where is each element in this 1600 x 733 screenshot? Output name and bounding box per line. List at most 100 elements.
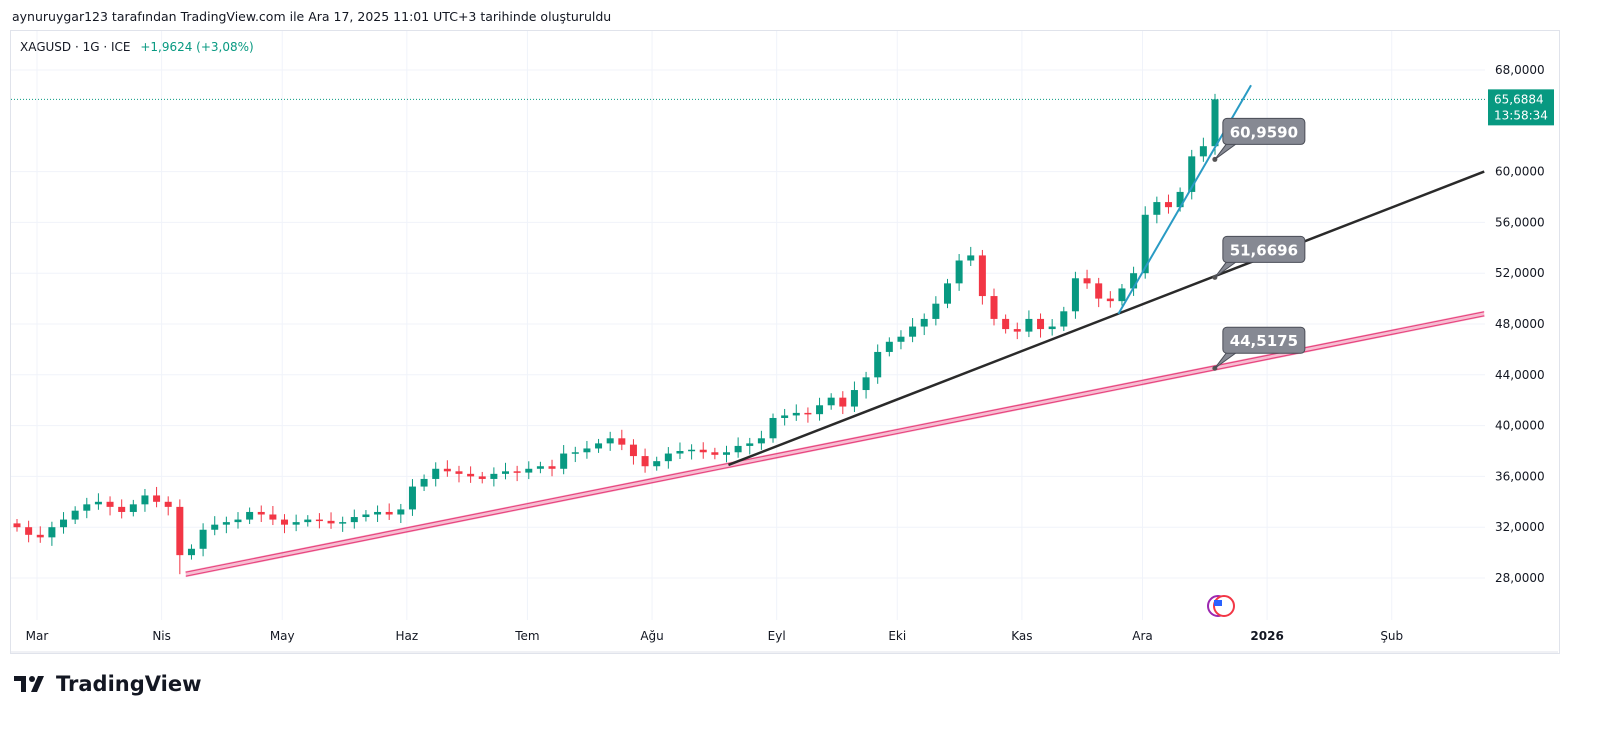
candle-body bbox=[641, 456, 649, 467]
candle-body bbox=[850, 390, 858, 407]
candle-body bbox=[1060, 311, 1068, 327]
candle-body bbox=[153, 495, 161, 502]
candle-body bbox=[746, 443, 754, 446]
candle-body bbox=[583, 448, 591, 453]
symbol-legend[interactable]: XAGUSD · 1G · ICE +1,9624 (+3,08%) bbox=[20, 40, 254, 54]
time-axis-label: Şub bbox=[1380, 629, 1403, 643]
candle-body bbox=[455, 471, 463, 474]
candle-body bbox=[734, 445, 742, 453]
candle-body bbox=[385, 511, 393, 515]
chart-caption: aynuruygar123 tarafından TradingView.com… bbox=[12, 9, 612, 24]
candle-body bbox=[757, 438, 765, 444]
candle-body bbox=[943, 283, 951, 304]
candle-body bbox=[1130, 273, 1138, 289]
time-axis-label: Ara bbox=[1132, 629, 1153, 643]
time-axis-label: Eyl bbox=[768, 629, 786, 643]
candle-body bbox=[885, 341, 893, 352]
price-axis-label: 44,0000 bbox=[1495, 368, 1545, 382]
price-change: +1,9624 (+3,08%) bbox=[140, 40, 254, 54]
time-axis-label: Eki bbox=[888, 629, 906, 643]
candle-body bbox=[560, 453, 568, 469]
tradingview-logo[interactable]: TradingView bbox=[14, 672, 201, 696]
candle-body bbox=[769, 417, 777, 439]
price-axis-label: 56,0000 bbox=[1495, 215, 1545, 229]
candle-body bbox=[199, 529, 207, 549]
candle-body bbox=[1013, 329, 1021, 332]
candle-body bbox=[350, 517, 358, 523]
candle-body bbox=[595, 443, 603, 449]
candle-body bbox=[257, 511, 265, 515]
candle-body bbox=[432, 468, 440, 479]
time-axis-label: Nis bbox=[152, 629, 171, 643]
candle-body bbox=[176, 506, 184, 556]
trendline-pink-channel bbox=[185, 310, 1485, 578]
candle-body bbox=[1071, 278, 1079, 312]
candle-body bbox=[1048, 326, 1056, 330]
candle-body bbox=[897, 336, 905, 342]
candle-body bbox=[967, 255, 975, 261]
candle-body bbox=[129, 504, 137, 512]
candle-body bbox=[48, 527, 56, 538]
candle-body bbox=[478, 476, 486, 479]
price-axis-label: 40,0000 bbox=[1495, 419, 1545, 433]
candle-body bbox=[25, 527, 33, 535]
candle-body bbox=[874, 351, 882, 378]
candle-body bbox=[83, 504, 91, 511]
candle-body bbox=[618, 438, 626, 445]
candle-body bbox=[827, 397, 835, 406]
candle-body bbox=[36, 534, 44, 538]
candle-body bbox=[909, 326, 917, 337]
price-axis-label: 28,0000 bbox=[1495, 571, 1545, 585]
chart-frame[interactable] bbox=[10, 30, 1560, 654]
candle-body bbox=[141, 495, 149, 505]
candle-body bbox=[606, 438, 614, 444]
candle-body bbox=[1164, 202, 1172, 208]
candle-body bbox=[781, 415, 789, 418]
tradingview-logo-icon bbox=[14, 676, 44, 692]
us-economic-event-icon[interactable] bbox=[1207, 595, 1235, 617]
candle-body bbox=[1095, 283, 1103, 299]
last-price-value: 65,6884 bbox=[1494, 92, 1544, 106]
time-axis-label: Tem bbox=[514, 629, 539, 643]
candle-body bbox=[164, 501, 172, 507]
candle-body bbox=[1211, 99, 1219, 147]
candle-body bbox=[374, 511, 382, 515]
candle-body bbox=[571, 452, 579, 454]
candle-body bbox=[1188, 156, 1196, 192]
candle-body bbox=[676, 451, 684, 454]
candle-body bbox=[1083, 278, 1091, 284]
price-axis-label: 36,0000 bbox=[1495, 469, 1545, 483]
candle-body bbox=[502, 471, 510, 474]
candle-body bbox=[234, 519, 242, 523]
candle-body bbox=[525, 468, 533, 473]
candle-body bbox=[978, 255, 986, 297]
candle-body bbox=[420, 478, 428, 487]
price-label-text: 60,9590 bbox=[1230, 123, 1298, 141]
candle-body bbox=[722, 452, 730, 455]
candle-body bbox=[955, 260, 963, 284]
candle-body bbox=[990, 296, 998, 319]
candle-body bbox=[60, 519, 68, 528]
candle-body bbox=[548, 466, 556, 469]
candle-body bbox=[339, 522, 347, 524]
candle-body bbox=[408, 486, 416, 510]
candle-body bbox=[688, 449, 696, 452]
candle-body bbox=[222, 522, 230, 525]
candle-body bbox=[1153, 202, 1161, 215]
time-axis-label: Ağu bbox=[640, 629, 663, 643]
candle-body bbox=[862, 377, 870, 391]
price-axis-label: 60,0000 bbox=[1495, 165, 1545, 179]
candle-body bbox=[315, 519, 323, 522]
candle-body bbox=[932, 303, 940, 319]
bar-countdown: 13:58:34 bbox=[1494, 108, 1548, 122]
candle-body bbox=[792, 412, 800, 416]
candle-body bbox=[362, 514, 370, 518]
candle-body bbox=[327, 520, 335, 524]
candle-body bbox=[1025, 318, 1033, 332]
candle-body bbox=[1141, 214, 1149, 274]
candle-body bbox=[71, 510, 79, 520]
price-axis-label: 32,0000 bbox=[1495, 520, 1545, 534]
price-axis-label: 52,0000 bbox=[1495, 266, 1545, 280]
candle-body bbox=[664, 453, 672, 462]
